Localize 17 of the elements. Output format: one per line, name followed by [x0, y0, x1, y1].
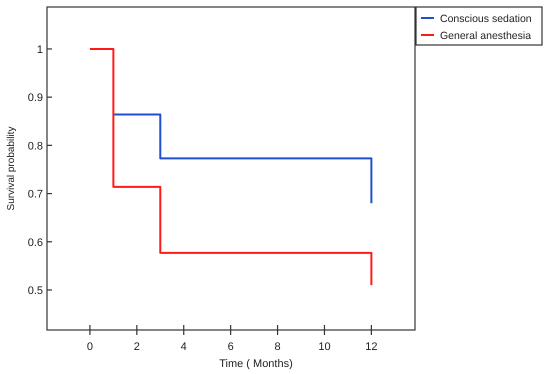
- x-tick-label: 0: [86, 341, 93, 353]
- legend-label: Conscious sedation: [440, 13, 532, 25]
- y-tick-label: 1: [36, 44, 43, 56]
- x-tick-label: 12: [365, 341, 378, 353]
- y-tick-label: 0.5: [28, 284, 43, 297]
- y-tick-label: 0.9: [28, 92, 43, 104]
- y-tick-label: 0.7: [28, 188, 43, 201]
- y-axis-title: Survival probability: [6, 126, 17, 210]
- y-tick-label: 0.8: [28, 140, 43, 152]
- x-tick-label: 4: [180, 341, 187, 353]
- x-tick-label: 6: [228, 341, 234, 353]
- x-tick-label: 8: [274, 341, 281, 353]
- legend-label: General anesthesia: [440, 30, 532, 42]
- x-axis-title: Time ( Months): [219, 358, 293, 370]
- x-tick-label: 2: [134, 341, 140, 353]
- y-tick-label: 0.6: [28, 236, 43, 249]
- x-tick-label: 10: [318, 341, 331, 353]
